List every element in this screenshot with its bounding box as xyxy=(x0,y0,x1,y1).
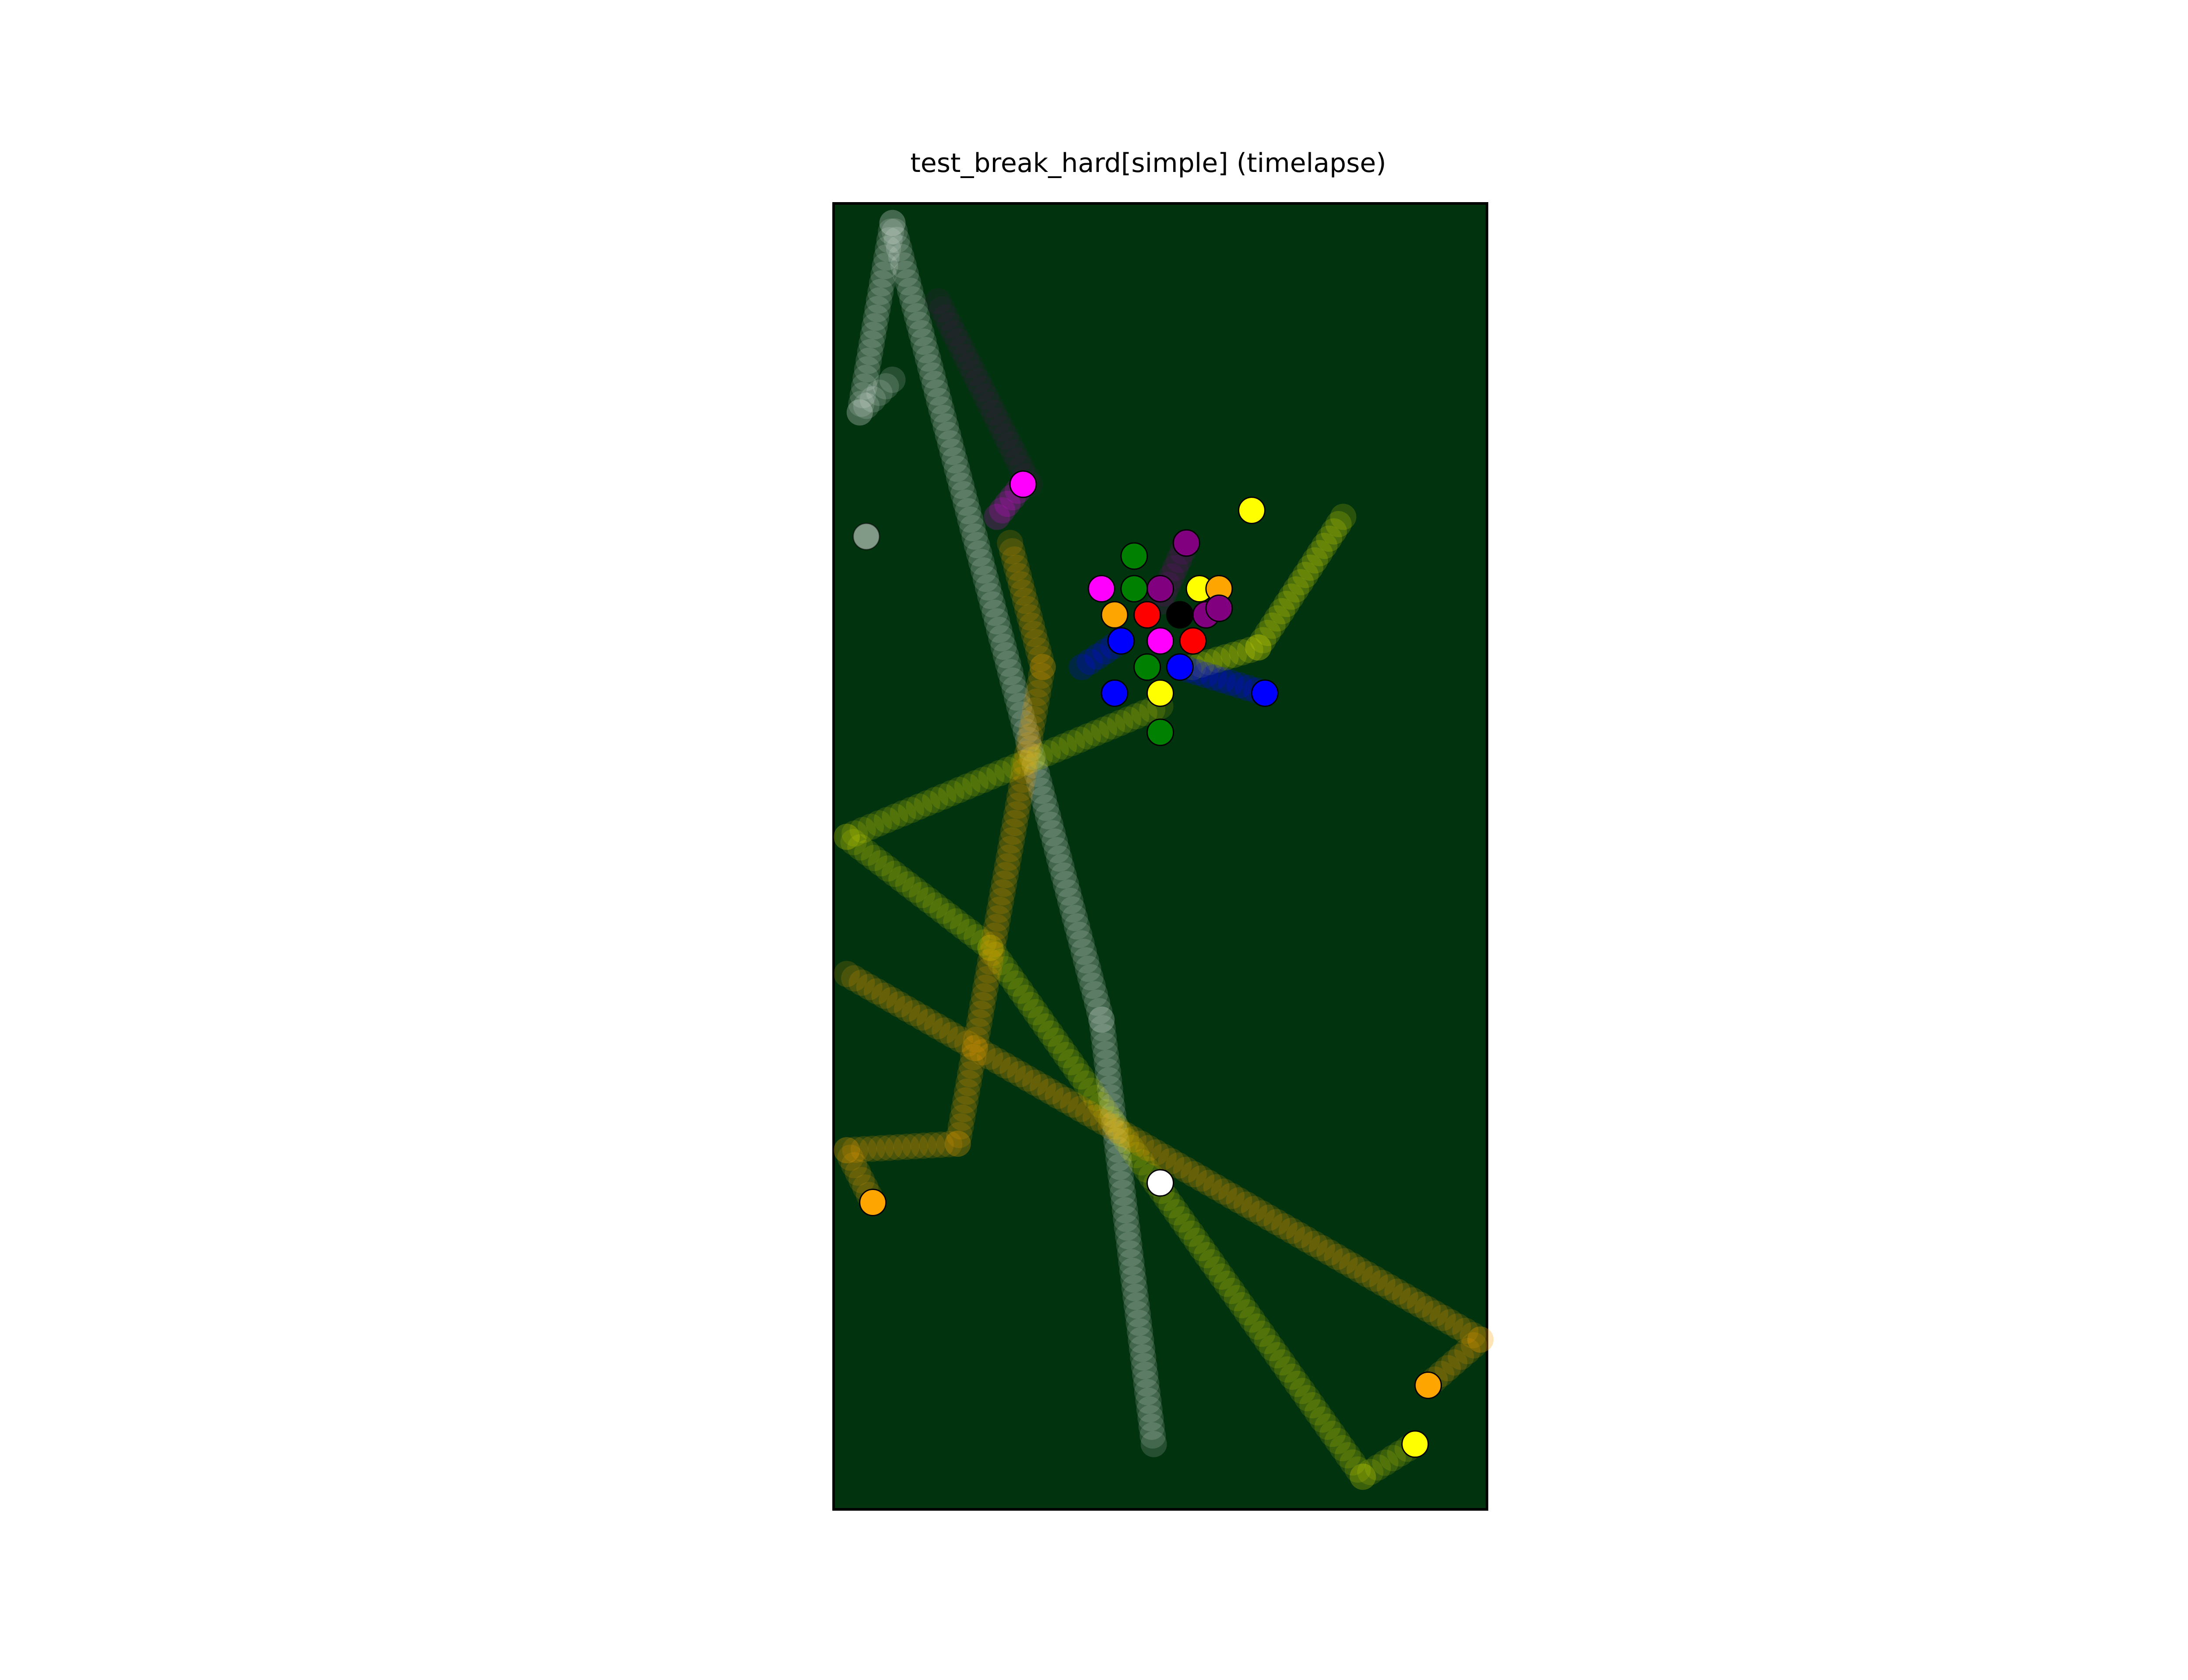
black-ball xyxy=(1167,602,1193,628)
green-ball-1 xyxy=(1121,543,1147,569)
yellow-ball-2-final xyxy=(1402,1431,1428,1457)
magenta-ball-2 xyxy=(1088,576,1115,602)
cue-ball-trajectory-trail-mark xyxy=(879,367,905,393)
red-ball-1 xyxy=(1134,602,1161,628)
green-ball-3 xyxy=(1134,654,1161,680)
magenta-ball-3 xyxy=(1147,628,1174,654)
orange-ball-3 xyxy=(1101,602,1128,628)
purple-ball-2 xyxy=(1147,576,1174,602)
cue-ball-rest xyxy=(853,523,880,550)
red-ball-2 xyxy=(1180,628,1206,654)
cue-ball-final xyxy=(1147,1170,1174,1196)
purple-ball-1-final xyxy=(1173,530,1199,556)
blue-ball-4 xyxy=(1101,680,1128,706)
yellow-ball-4 xyxy=(1147,680,1174,706)
purple-ball-4 xyxy=(1206,595,1232,621)
magenta-ball-1-final xyxy=(1010,471,1036,497)
green-ball-4 xyxy=(1147,719,1174,746)
green-ball-2 xyxy=(1121,576,1147,602)
orange-ball-2-final xyxy=(1415,1372,1441,1398)
blue-ball-5-final xyxy=(1252,680,1278,706)
orange-ball-1-final xyxy=(860,1190,886,1216)
yellow-ball-1-final xyxy=(1239,497,1265,524)
blue-ball-2 xyxy=(1108,628,1134,654)
figure-title: test_break_hard[simple] (timelapse) xyxy=(910,148,1386,178)
blue-ball-3 xyxy=(1167,654,1193,680)
